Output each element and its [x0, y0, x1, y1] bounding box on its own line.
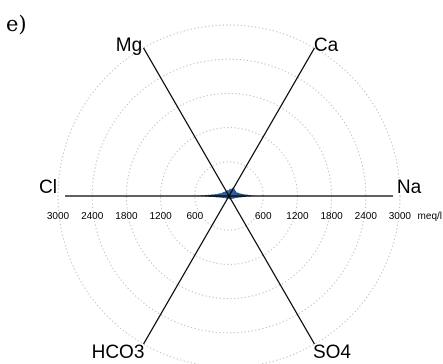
- diagonal-axis-mg-so4: [142, 47, 316, 345]
- tick-label-left-600: 600: [186, 211, 203, 222]
- axis-labels: Ca Na SO4 HCO3 Cl Mg 3000 2400 1800 1200 600 600 120…: [39, 35, 442, 363]
- tick-label-left-1200: 1200: [149, 211, 172, 222]
- axis-label-cl: Cl: [39, 177, 57, 198]
- axis-label-hco3: HCO3: [92, 342, 145, 363]
- panel-label: e): [6, 12, 27, 36]
- profile-polygon-5: [215, 187, 238, 200]
- grid-ring-3000: [57, 24, 401, 364]
- axis-label-ca: Ca: [314, 35, 339, 56]
- tick-label-right-2400: 2400: [355, 211, 378, 222]
- unit-label: meq/l: [418, 211, 442, 222]
- axis-label-mg: Mg: [116, 35, 142, 56]
- axis-label-na: Na: [397, 177, 422, 198]
- tick-label-right-1800: 1800: [320, 211, 343, 222]
- tick-label-right-600: 600: [255, 211, 272, 222]
- tick-label-right-1200: 1200: [286, 211, 309, 222]
- tick-label-right-3000: 3000: [389, 211, 412, 222]
- axis-label-so4: SO4: [313, 342, 351, 363]
- tick-label-left-1800: 1800: [115, 211, 138, 222]
- tick-label-left-3000: 3000: [47, 211, 70, 222]
- tick-label-left-2400: 2400: [81, 211, 104, 222]
- axis-lines: [65, 47, 393, 345]
